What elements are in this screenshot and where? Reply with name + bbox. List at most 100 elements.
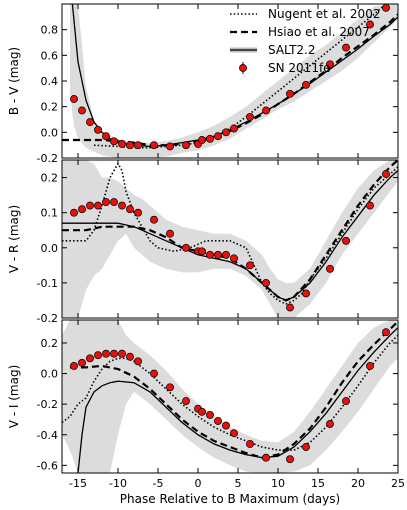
data-point (126, 205, 134, 214)
data-point (182, 243, 190, 252)
y-tick-label: -0.1 (37, 277, 58, 290)
y-tick-label: 0.0 (41, 242, 59, 255)
series-line-nugent-et-al-2002 (62, 334, 398, 451)
data-point (222, 250, 230, 259)
data-point (150, 141, 158, 150)
data-point (222, 421, 230, 430)
data-point (302, 289, 310, 298)
series-line-salt2-2 (77, 327, 398, 473)
data-point (382, 4, 390, 12)
data-point (78, 205, 86, 214)
y-tick-label: 0.1 (41, 207, 59, 220)
data-point (110, 198, 118, 207)
uncertainty-band (62, 320, 398, 473)
y-axis-label: V - R (mag) (7, 205, 21, 273)
y-tick-label: 0.2 (41, 172, 59, 185)
data-point (382, 328, 390, 337)
legend-entry: Nugent et al. 2002 (268, 7, 380, 21)
data-point (110, 137, 118, 146)
data-point (182, 141, 190, 150)
data-point (262, 278, 270, 287)
y-tick-label: -0.2 (37, 152, 58, 165)
series-line-nugent-et-al-2002 (93, 4, 387, 149)
data-point (134, 208, 142, 217)
series-line-hsiao-et-al-2007 (70, 320, 398, 459)
data-point (134, 357, 142, 366)
x-tick-label: 20 (351, 477, 365, 490)
legend: Nugent et al. 2002 Hsiao et al. 2007 SALT2… (230, 7, 380, 75)
panel-1: -0.2 0.0 0.2 0.4 0.6 0.8 B - V (mag) Nugent et … (7, 3, 399, 165)
panels-group: -0.2 0.0 0.2 0.4 0.6 0.8 B - V (mag) Nugent et … (7, 3, 405, 506)
data-point (382, 170, 390, 178)
data-point (86, 118, 94, 127)
panel-frame (61, 319, 399, 474)
data-point (246, 261, 254, 270)
data-point (118, 139, 126, 148)
y-tick-label: -0.2 (37, 398, 58, 411)
data-point (166, 383, 174, 392)
y-tick-label: 0.0 (41, 368, 59, 381)
data-point (222, 128, 230, 137)
data-point (94, 125, 102, 134)
data-point (326, 420, 334, 428)
data-point (126, 352, 134, 361)
data-point (214, 417, 222, 425)
data-point (150, 369, 158, 378)
legend-entry: SALT2.2 (268, 43, 316, 57)
data-point (366, 361, 374, 370)
y-axis-label: B - V (mag) (7, 47, 21, 115)
x-tick-label: 15 (311, 477, 325, 490)
y-tick-label: 0.2 (41, 337, 59, 350)
data-point (102, 349, 110, 358)
data-point (110, 349, 118, 358)
data-point (326, 60, 334, 69)
data-point (86, 354, 94, 363)
series-line-salt2-2 (71, 4, 398, 148)
x-tick-label: -10 (109, 477, 127, 490)
data-point (86, 201, 94, 210)
panel-frame (61, 159, 399, 319)
plot-area (62, 160, 398, 318)
legend-entry: Hsiao et al. 2007 (268, 25, 370, 39)
x-tick-label: 25 (391, 477, 405, 490)
x-tick-label: 0 (195, 477, 202, 490)
x-tick-label: 10 (271, 477, 285, 490)
y-tick-label: 0.6 (41, 49, 59, 62)
data-point (166, 142, 174, 151)
x-tick-label: -15 (69, 477, 87, 490)
data-point (246, 112, 254, 121)
data-point (94, 201, 102, 210)
plot-area (62, 320, 398, 473)
data-point (182, 397, 190, 406)
y-axis-label: V - I (mag) (7, 365, 21, 429)
data-point (118, 201, 126, 210)
data-point (214, 250, 222, 259)
series-line-salt2-2 (62, 170, 398, 302)
data-point (214, 132, 222, 141)
data-point (366, 20, 374, 29)
data-point (206, 134, 214, 143)
data-point (230, 254, 238, 263)
data-point (78, 106, 86, 115)
series-line-hsiao-et-al-2007 (62, 13, 398, 147)
data-point (342, 397, 350, 406)
data-point (302, 80, 310, 89)
data-point (118, 349, 126, 358)
y-tick-label: 0.0 (41, 126, 59, 139)
data-point (286, 455, 294, 464)
data-point (302, 443, 310, 451)
data-point (246, 439, 254, 448)
data-point (262, 106, 270, 115)
data-point (94, 351, 102, 360)
data-point (198, 247, 206, 256)
y-tick-label: -0.6 (37, 459, 58, 472)
data-point (286, 89, 294, 98)
y-tick-label: -0.2 (37, 312, 58, 325)
plot-area (62, 4, 398, 158)
data-point (198, 136, 206, 144)
x-axis-label: Phase Relative to B Maximum (days) (120, 492, 340, 506)
data-point (102, 132, 110, 141)
data-point (102, 198, 110, 207)
data-point (206, 410, 214, 419)
